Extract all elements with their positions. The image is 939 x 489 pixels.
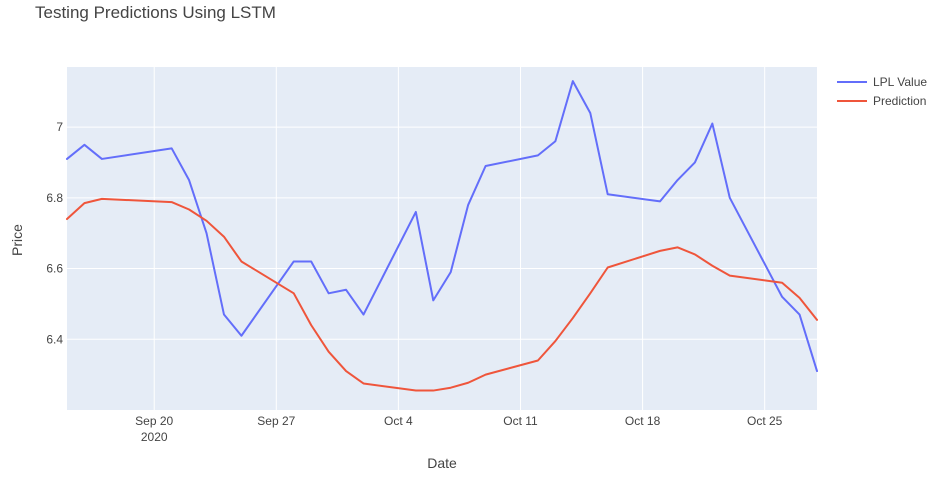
- x-tick-label: Sep 27: [257, 414, 295, 428]
- y-tick-label: 6.4: [46, 332, 63, 346]
- x-tick-label: Oct 4: [384, 414, 413, 428]
- x-tick-year-label: 2020: [141, 430, 168, 444]
- y-axis-ticks: 6.4 6.6 6.8 7: [46, 120, 63, 346]
- y-tick-label: 7: [56, 120, 63, 134]
- legend: LPL Value Prediction: [837, 75, 927, 108]
- x-tick-label: Oct 25: [747, 414, 783, 428]
- x-tick-label: Oct 11: [503, 414, 538, 428]
- series-lines: [66, 80, 818, 392]
- x-tick-label: Sep 20: [135, 414, 173, 428]
- series-line-prediction: [66, 197, 818, 392]
- x-tick-label: Oct 18: [625, 414, 661, 428]
- x-axis-ticks: Sep 20 2020 Sep 27 Oct 4 Oct 11 Oct 18 Oct 25: [135, 414, 782, 444]
- chart-title: Testing Predictions Using LSTM: [35, 3, 276, 22]
- series-line-lpl-value: [66, 80, 818, 373]
- y-axis-title: Price: [9, 224, 25, 256]
- x-axis-title: Date: [427, 455, 457, 471]
- legend-label: LPL Value: [873, 75, 927, 89]
- plot-background: [67, 67, 817, 410]
- grid-lines: [67, 67, 817, 410]
- legend-label: Prediction: [873, 94, 926, 108]
- y-tick-label: 6.8: [46, 191, 63, 205]
- y-tick-label: 6.6: [46, 262, 63, 276]
